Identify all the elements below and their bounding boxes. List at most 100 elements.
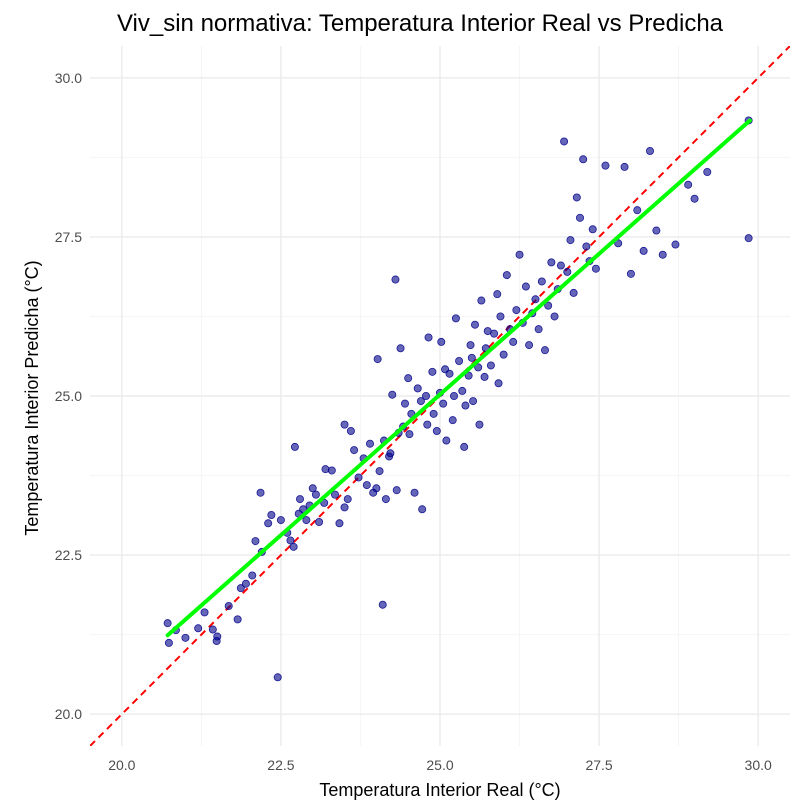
scatter-point — [248, 571, 257, 580]
scatter-point — [375, 467, 384, 476]
x-tick-label: 20.0 — [108, 757, 135, 773]
scatter-point — [515, 250, 524, 259]
scatter-point — [350, 446, 359, 455]
scatter-point — [437, 337, 446, 346]
scatter-point — [494, 379, 503, 388]
scatter-point — [563, 267, 572, 276]
scatter-point — [626, 269, 635, 278]
scatter-point — [576, 213, 585, 222]
scatter-point — [633, 206, 642, 215]
scatter-point — [321, 465, 330, 474]
scatter-point — [391, 275, 400, 284]
scatter-point — [256, 488, 265, 497]
x-tick-label: 22.5 — [267, 757, 294, 773]
scatter-point — [163, 619, 172, 628]
data-points — [163, 116, 753, 682]
scatter-point — [493, 290, 502, 299]
scatter-point — [236, 584, 245, 593]
scatter-point — [652, 226, 661, 235]
scatter-point — [315, 518, 324, 527]
scatter-point — [346, 426, 355, 435]
x-axis-label: Temperatura Interior Real (°C) — [319, 780, 560, 800]
scatter-point — [582, 242, 591, 251]
x-tick-label: 25.0 — [426, 757, 453, 773]
scatter-point — [423, 420, 432, 429]
scatter-point — [614, 239, 623, 248]
scatter-point — [421, 391, 430, 400]
scatter-point — [308, 484, 317, 493]
scatter-point — [464, 371, 473, 380]
scatter-point — [362, 481, 371, 490]
scatter-point — [381, 495, 390, 504]
scatter-point — [327, 466, 336, 475]
scatter-point — [373, 355, 382, 364]
scatter-point — [451, 314, 460, 323]
chart-title: Viv_sin normativa: Temperatura Interior … — [117, 10, 724, 37]
scatter-point — [241, 579, 250, 588]
scatter-point — [521, 282, 530, 291]
scatter-point — [475, 420, 484, 429]
scatter-point — [439, 399, 448, 408]
scatter-point — [340, 503, 349, 512]
scatter-point — [541, 346, 550, 355]
scatter-point — [449, 391, 458, 400]
scatter-point — [396, 344, 405, 353]
scatter-point — [428, 367, 437, 376]
y-tick-label: 25.0 — [55, 388, 82, 404]
scatter-point — [480, 372, 489, 381]
scatter-point — [392, 486, 401, 495]
scatter-point — [290, 442, 299, 451]
scatter-point — [566, 236, 575, 245]
plot-grid — [90, 46, 790, 746]
scatter-point — [286, 536, 295, 545]
scatter-point — [512, 306, 521, 315]
scatter-point — [703, 167, 712, 176]
y-tick-label: 30.0 — [55, 70, 82, 86]
scatter-point — [569, 288, 578, 297]
scatter-point — [547, 258, 556, 267]
scatter-point — [470, 320, 479, 329]
scatter-point — [550, 312, 559, 321]
scatter-point — [537, 277, 546, 286]
scatter-point — [289, 542, 298, 551]
scatter-point — [467, 353, 476, 362]
scatter-point — [302, 516, 311, 525]
x-axis-ticks: 20.0 22.5 25.0 27.5 30.0 — [108, 757, 772, 773]
scatter-point — [372, 484, 381, 493]
scatter-point — [458, 386, 467, 395]
scatter-point — [469, 397, 478, 406]
scatter-point — [658, 250, 667, 259]
scatter-point — [194, 624, 203, 633]
scatter-point — [416, 397, 425, 406]
scatter-point — [424, 333, 433, 342]
scatter-point — [400, 399, 409, 408]
scatter-point — [448, 416, 457, 425]
y-tick-label: 20.0 — [55, 706, 82, 722]
scatter-point — [620, 162, 629, 171]
scatter-point — [560, 137, 569, 146]
y-axis-ticks: 20.0 22.5 25.0 27.5 30.0 — [55, 70, 82, 722]
scatter-point — [208, 625, 217, 634]
scatter-point — [276, 516, 285, 525]
scatter-point — [579, 155, 588, 164]
scatter-point — [531, 295, 540, 304]
scatter-point — [388, 390, 397, 399]
scatter-point — [311, 490, 320, 499]
scatter-point — [744, 234, 753, 243]
scatter-point — [639, 246, 648, 255]
scatter-point — [466, 341, 475, 350]
scatter-point — [267, 510, 276, 519]
scatter-point — [429, 409, 438, 418]
scatter-point — [413, 384, 422, 393]
scatter-point — [671, 240, 680, 249]
scatter-point — [343, 495, 352, 504]
scatter-point — [251, 537, 260, 546]
scatter-point — [365, 439, 374, 448]
scatter-point — [418, 505, 427, 514]
scatter-point — [295, 495, 304, 504]
scatter-point — [690, 194, 699, 203]
scatter-point — [601, 161, 610, 170]
scatter-point — [340, 420, 349, 429]
scatter-point — [442, 436, 451, 445]
